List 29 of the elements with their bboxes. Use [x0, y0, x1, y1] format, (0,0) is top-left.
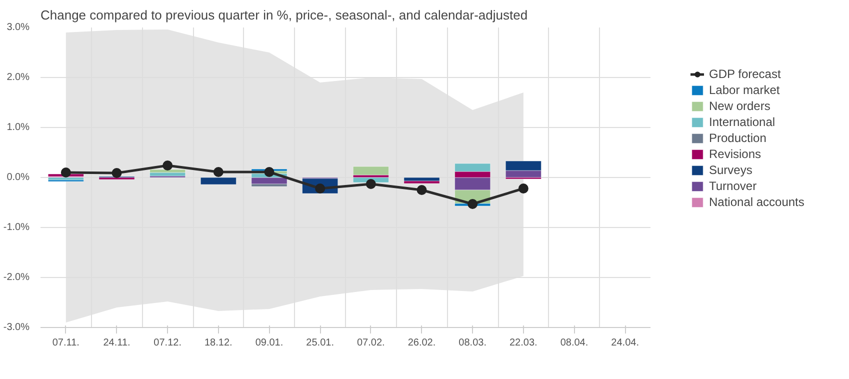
x-tick-label: 09.01.: [255, 338, 284, 348]
x-tick-label: 24.04.: [611, 338, 639, 348]
y-tick-label: 0.0%: [6, 172, 30, 183]
legend-label: GDP forecast: [709, 67, 781, 81]
x-tick-label: 07.11.: [52, 338, 80, 348]
chart-title: Change compared to previous quarter in %, price-, seasonal-, and calendar-adjusted: [40, 8, 528, 22]
y-tick-label: 1.0%: [6, 122, 30, 133]
y-tick-label: -2.0%: [3, 272, 30, 283]
x-tick-label: 18.12.: [204, 338, 232, 348]
x-tick-label: 08.03.: [458, 338, 486, 348]
x-tick-label: 22.03.: [510, 338, 538, 348]
legend-label: National accounts: [709, 195, 804, 209]
x-tick-label: 24.11.: [103, 338, 130, 348]
x-tick-label: 25.01.: [306, 338, 334, 348]
legend-label: Revisions: [709, 147, 762, 161]
y-tick-label: -3.0%: [3, 322, 30, 333]
legend-label: Surveys: [709, 163, 752, 177]
y-tick-label: -1.0%: [3, 222, 30, 233]
x-tick-label: 07.12.: [154, 338, 182, 348]
legend-label: Turnover: [709, 179, 757, 193]
x-tick-label: 26.02.: [408, 338, 436, 348]
legend-label: Production: [709, 131, 766, 145]
y-tick-label: 2.0%: [6, 72, 30, 83]
legend-label: International: [709, 115, 776, 129]
x-tick-label: 07.02.: [357, 338, 385, 348]
y-tick-label: 3.0%: [6, 22, 30, 33]
legend-label: New orders: [709, 99, 770, 113]
x-tick-label: 08.04.: [560, 338, 588, 348]
legend-label: Labor market: [709, 83, 780, 97]
